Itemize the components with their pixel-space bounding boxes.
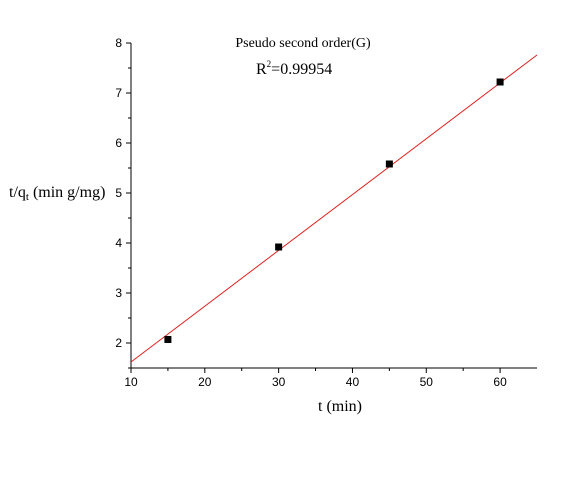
x-axis-title: t (min) bbox=[318, 398, 362, 415]
x-tick-label-5: 60 bbox=[493, 375, 507, 389]
y-tick-label-5: 7 bbox=[115, 86, 122, 100]
y-tick-label-6: 8 bbox=[115, 36, 122, 50]
chart-title: Pseudo second order(G) bbox=[235, 36, 371, 51]
points-layer bbox=[164, 78, 504, 343]
data-point-1 bbox=[275, 243, 283, 251]
data-point-2 bbox=[385, 160, 393, 168]
fit-layer bbox=[130, 54, 538, 363]
fit-line bbox=[130, 54, 538, 363]
x-tick-label-2: 30 bbox=[272, 375, 286, 389]
data-point-0 bbox=[164, 336, 172, 343]
x-tick-label-3: 40 bbox=[346, 375, 360, 389]
x-tick-label-1: 20 bbox=[198, 375, 212, 389]
y-axis-title: t/qt (min g/mg) bbox=[9, 184, 105, 203]
y-tick-label-4: 6 bbox=[115, 136, 122, 150]
y-tick-label-1: 3 bbox=[115, 286, 122, 300]
y-tick-label-3: 5 bbox=[115, 186, 122, 200]
y-tick-label-2: 4 bbox=[115, 236, 122, 250]
y-tick-label-0: 2 bbox=[115, 336, 122, 350]
data-point-3 bbox=[496, 78, 504, 86]
r-squared-annotation: R2=0.99954 bbox=[256, 59, 332, 78]
x-tick-label-0: 10 bbox=[124, 375, 138, 389]
y-ticks: 2 3 4 5 6 7 8 bbox=[115, 36, 131, 369]
x-tick-label-4: 50 bbox=[420, 375, 434, 389]
x-ticks: 10 20 30 40 50 60 bbox=[124, 368, 507, 389]
plot-frame bbox=[130, 43, 537, 369]
